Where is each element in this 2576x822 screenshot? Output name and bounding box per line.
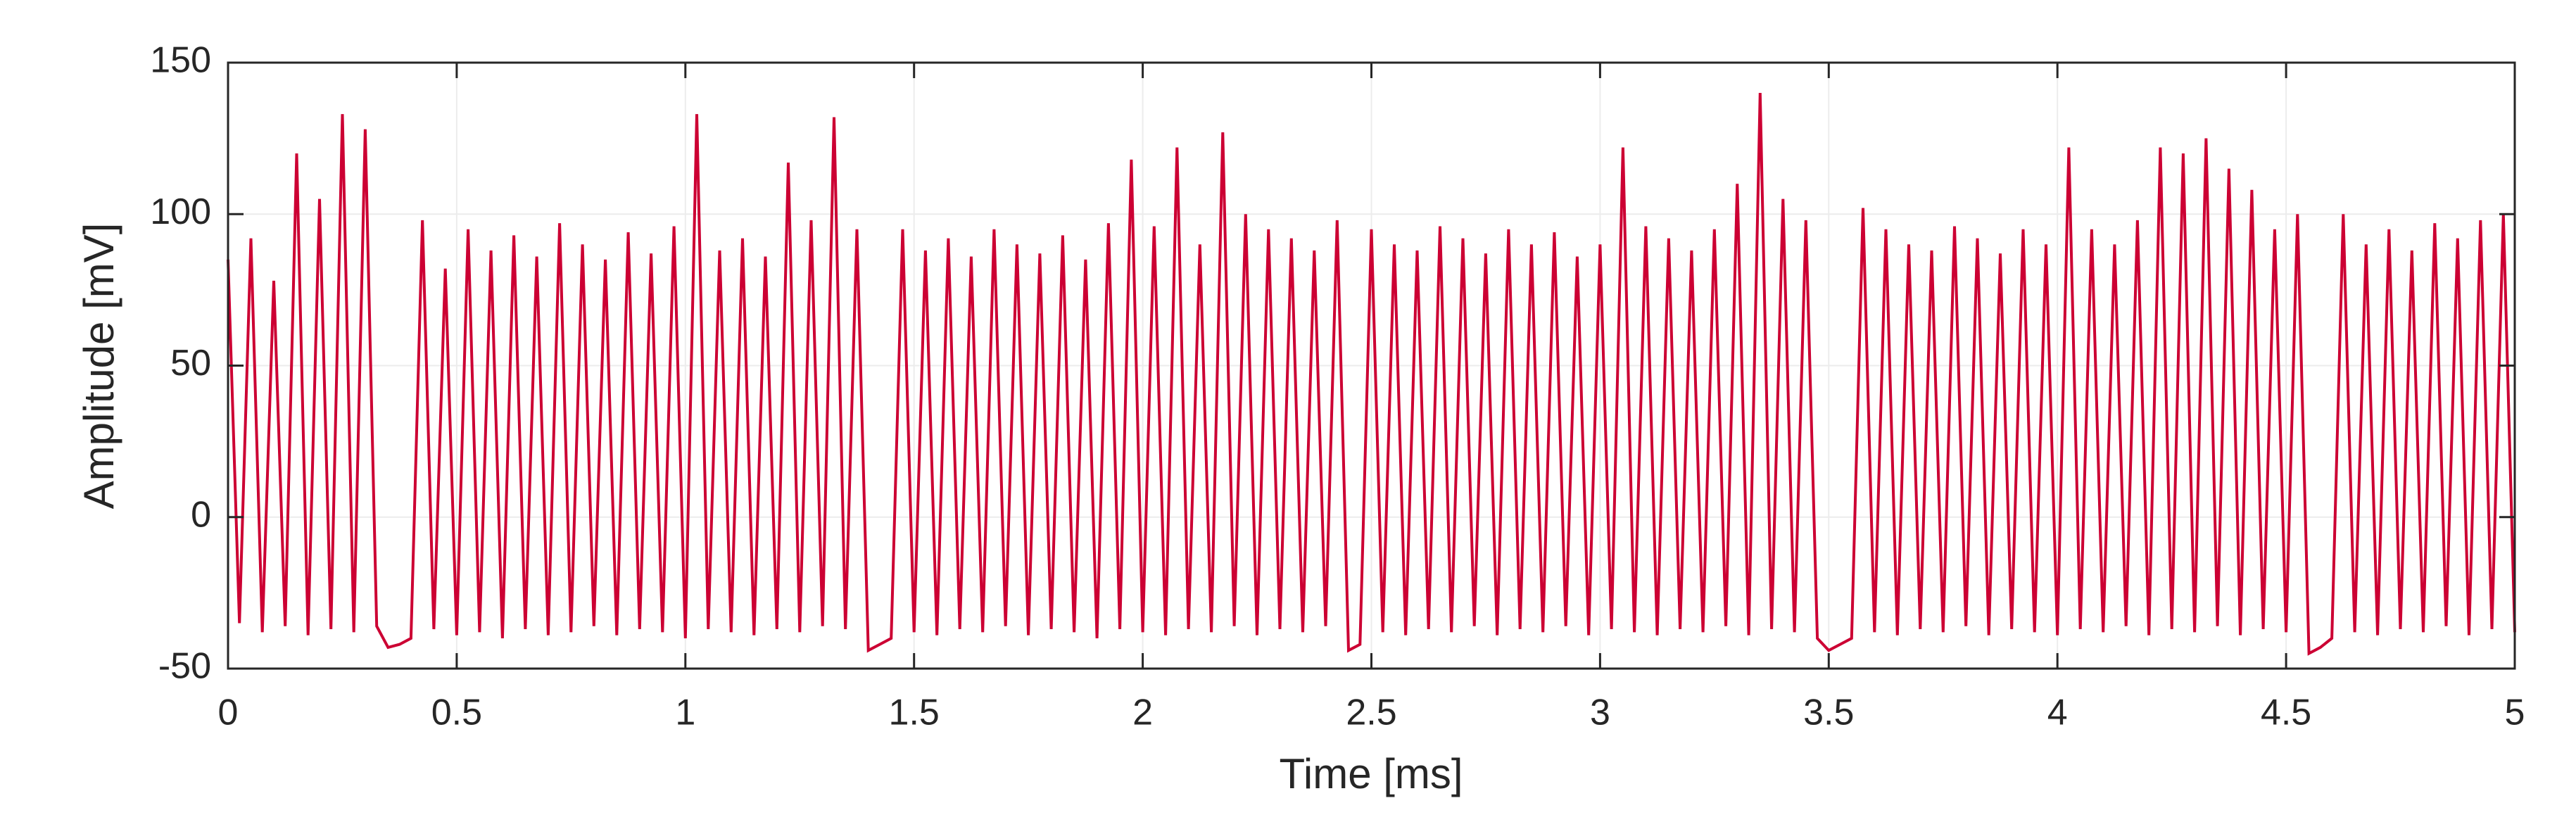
x-tick-label: 3.5 bbox=[1803, 693, 1854, 733]
x-tick-label: 3 bbox=[1590, 693, 1610, 733]
y-tick-label: 0 bbox=[191, 494, 211, 535]
x-tick-label: 5 bbox=[2505, 693, 2525, 733]
y-tick-label: -50 bbox=[158, 646, 211, 687]
y-tick-label: 50 bbox=[170, 343, 211, 384]
x-tick-label: 4 bbox=[2047, 693, 2068, 733]
x-tick-label: 0.5 bbox=[431, 693, 482, 733]
x-tick-label: 4.5 bbox=[2261, 693, 2311, 733]
x-tick-label: 2.5 bbox=[1346, 693, 1396, 733]
y-tick-label: 100 bbox=[150, 191, 211, 232]
x-tick-label: 1 bbox=[675, 693, 695, 733]
x-axis-label: Time [ms] bbox=[1279, 750, 1463, 797]
y-tick-label: 150 bbox=[150, 40, 211, 81]
y-axis-label: Amplitude [mV] bbox=[75, 223, 122, 510]
data-line bbox=[227, 93, 2516, 656]
x-tick-label: 0 bbox=[218, 693, 239, 733]
x-tick-label: 1.5 bbox=[889, 693, 940, 733]
x-tick-label: 2 bbox=[1132, 693, 1153, 733]
